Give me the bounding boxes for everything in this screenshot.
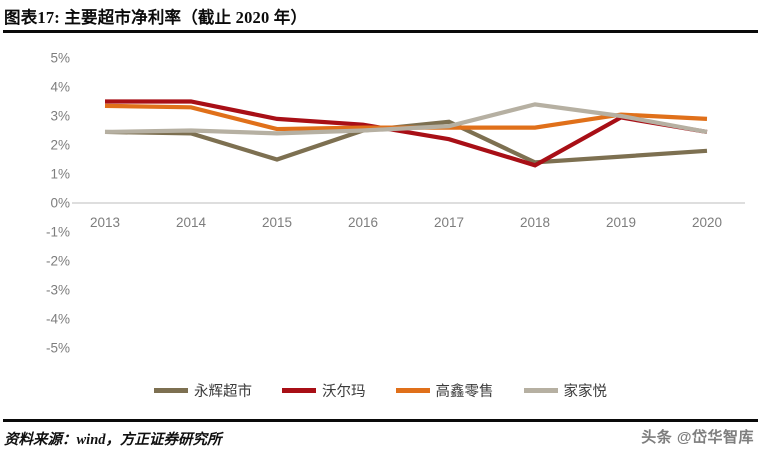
y-axis-tick: -3% [45,282,70,298]
legend-item[interactable]: 沃尔玛 [282,380,366,401]
chart-legend: 永辉超市 沃尔玛 高鑫零售 家家悦 [0,376,761,404]
y-axis-tick: 2% [50,137,70,153]
y-axis-tick: -5% [45,340,70,356]
y-axis-tick: 3% [50,108,70,124]
legend-color-swatch [395,387,430,393]
y-axis-tick: 0% [50,195,70,211]
title-divider [3,30,758,33]
y-axis-ticks: 5% 4% 3% 2% 1% 0% -1% -2% -3% -4% -5% [0,33,761,373]
watermark-label: 头条 @岱华智库 [641,429,754,446]
source-note: 资料来源：wind，方正证券研究所 [4,432,222,448]
x-axis-tick: 2016 [347,215,379,230]
legend-item[interactable]: 永辉超市 [154,380,252,401]
series-line [105,99,708,168]
legend-color-swatch [282,387,316,393]
chart-lines [72,99,745,204]
x-axis-tick: 2018 [519,215,551,230]
y-axis-tick: 1% [50,166,70,182]
x-axis-tick: 2014 [175,215,207,230]
legend-item[interactable]: 家家悦 [523,380,608,401]
legend-item-label: 永辉超市 [194,383,252,400]
y-axis-tick: 5% [50,50,70,66]
legend-item-label: 高鑫零售 [435,383,494,400]
plot-area: 5% 4% 3% 2% 1% 0% -1% -2% -3% -4% -5% 2013 2014 2015… [0,33,761,373]
footer-divider [3,419,758,422]
x-axis-tick: 2017 [433,215,465,230]
legend-item-label: 沃尔玛 [322,383,366,400]
x-axis-tick: 2020 [691,215,723,230]
x-axis-tick: 2015 [261,215,293,230]
figure-footer: 资料来源：wind，方正证券研究所 头条 @岱华智库 [4,426,756,450]
x-axis-tick: 2019 [605,215,637,230]
y-axis-tick: -1% [45,224,70,240]
y-axis-tick: -4% [45,311,70,327]
legend-item-label: 家家悦 [563,383,608,400]
legend-item[interactable]: 高鑫零售 [395,380,494,401]
series-line [104,102,708,136]
y-axis-tick: 4% [50,79,70,95]
y-axis-tick: -2% [45,253,70,269]
figure-title-bar: 图表17: 主要超市净利率（截止 2020 年） [0,0,761,31]
x-axis-tick: 2013 [89,215,121,230]
legend-color-swatch [523,387,558,393]
legend-color-swatch [154,387,188,393]
page-title: 图表17: 主要超市净利率（截止 2020 年） [4,7,308,27]
